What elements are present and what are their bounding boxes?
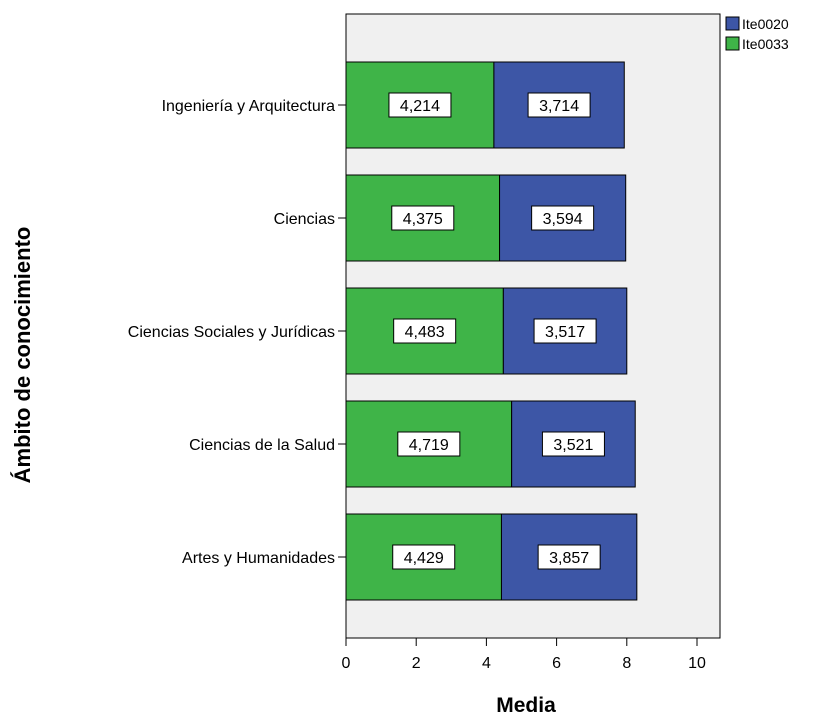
data-label: 4,719 [409, 437, 449, 454]
legend: Ite0020 Ite0033 [725, 16, 789, 52]
bar-ite0033 [345, 400, 513, 488]
data-label-box [537, 544, 601, 570]
data-label-box [388, 92, 452, 118]
y-tick-label: Ciencias de la Salud [189, 437, 335, 454]
y-axis: Ingeniería y Arquitectura Ciencias Ciencia… [128, 98, 346, 567]
y-tick-label: Ingeniería y Arquitectura [162, 98, 336, 115]
data-label-box [541, 431, 605, 457]
x-axis-title: Media [496, 694, 556, 717]
data-label: 3,594 [543, 211, 583, 228]
legend-swatch [725, 16, 740, 31]
legend-label: Ite0033 [742, 36, 789, 52]
data-label-box [391, 205, 455, 231]
data-label: 3,517 [545, 324, 585, 341]
data-label: 4,483 [405, 324, 445, 341]
y-tick-label: Ciencias Sociales y Jurídicas [128, 324, 335, 341]
data-label: 3,521 [553, 437, 593, 454]
x-tick-label: 0 [342, 655, 351, 672]
legend-label: Ite0020 [742, 16, 789, 32]
y-tick-label: Artes y Humanidades [182, 550, 335, 567]
x-axis: 0 2 4 6 8 10 [342, 638, 706, 672]
data-label: 4,214 [400, 98, 440, 115]
data-label-box [392, 544, 456, 570]
x-tick-label: 10 [688, 655, 706, 672]
x-tick-label: 4 [482, 655, 491, 672]
y-tick-label: Ciencias [274, 211, 335, 228]
data-label: 4,429 [404, 550, 444, 567]
legend-swatch [725, 36, 740, 51]
y-axis-title: Ámbito de conocimiento [10, 227, 35, 484]
data-label-box [393, 318, 457, 344]
data-label: 4,375 [403, 211, 443, 228]
data-label-box [533, 318, 597, 344]
data-label-box [527, 92, 591, 118]
x-tick-label: 6 [552, 655, 561, 672]
data-label: 3,714 [539, 98, 579, 115]
x-tick-label: 2 [412, 655, 421, 672]
data-label: 3,857 [549, 550, 589, 567]
data-label-box [397, 431, 461, 457]
bars-group: 4,214 3,714 4,375 3,594 4,483 3,517 4,719 3,521… [345, 61, 638, 601]
x-tick-label: 8 [622, 655, 631, 672]
data-label-box [531, 205, 595, 231]
